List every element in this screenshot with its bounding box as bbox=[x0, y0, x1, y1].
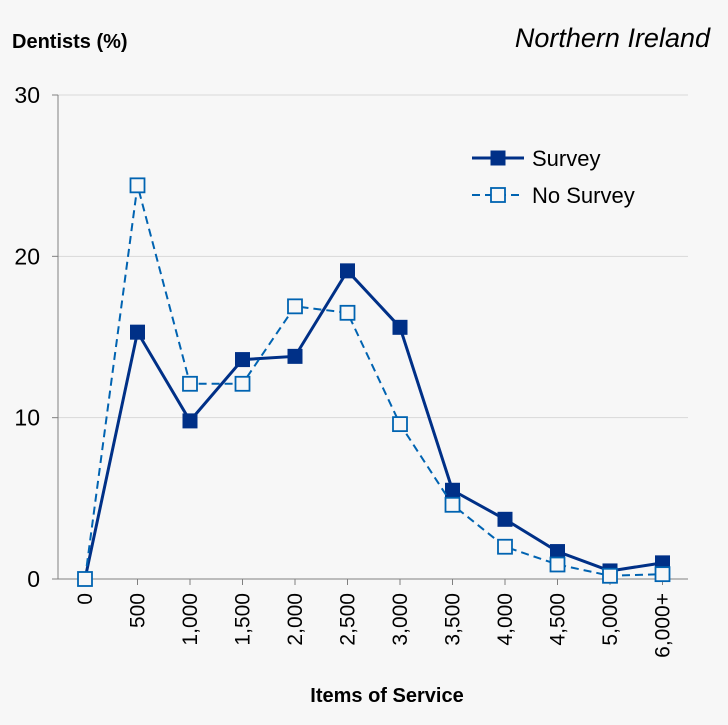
legend-label: No Survey bbox=[532, 183, 635, 208]
x-tick-label: 2,000 bbox=[284, 593, 307, 646]
data-point bbox=[550, 544, 565, 560]
data-point bbox=[497, 511, 513, 527]
y-tick-label: 0 bbox=[27, 566, 40, 592]
series-line bbox=[83, 268, 663, 580]
x-tick-label: 4,500 bbox=[547, 593, 570, 646]
series-no-survey bbox=[77, 177, 671, 587]
series-line bbox=[84, 185, 663, 580]
data-point bbox=[445, 482, 460, 498]
data-point bbox=[77, 571, 93, 587]
data-point bbox=[182, 375, 198, 392]
data-point bbox=[654, 566, 671, 583]
x-tick-label: 1,000 bbox=[179, 593, 202, 646]
data-point bbox=[392, 319, 408, 335]
data-point bbox=[182, 413, 198, 429]
legend-marker bbox=[490, 187, 506, 203]
chart-title: Northern Ireland bbox=[515, 23, 711, 53]
data-point bbox=[235, 352, 250, 368]
x-tick-label: 4,000 bbox=[494, 593, 517, 646]
data-point bbox=[602, 567, 618, 584]
legend: Survey No Survey bbox=[472, 146, 635, 208]
series-layer bbox=[77, 177, 671, 587]
data-point bbox=[339, 304, 356, 321]
data-point bbox=[129, 177, 146, 194]
x-tick-label: 3,000 bbox=[389, 593, 412, 646]
legend-label: Survey bbox=[532, 146, 600, 171]
x-tick-label: 2,500 bbox=[337, 593, 360, 646]
data-point bbox=[549, 556, 566, 573]
y-axis-label: Dentists (%) bbox=[12, 31, 128, 53]
y-tick-label: 30 bbox=[14, 82, 40, 108]
data-point bbox=[497, 538, 513, 555]
series-survey bbox=[77, 263, 670, 587]
axes: 0 10 20 30 0 500 1,000 1,500 2,000 2,500 3,000 3,50… bbox=[14, 82, 688, 658]
x-tick-label: 500 bbox=[127, 593, 150, 628]
gridlines bbox=[58, 94, 688, 419]
x-tick-label: 1,500 bbox=[232, 593, 255, 646]
x-tick-label: 6,000+ bbox=[652, 593, 675, 658]
x-tick-label: 5,000 bbox=[599, 593, 622, 646]
x-tick-label: 0 bbox=[74, 593, 97, 605]
data-point bbox=[392, 416, 408, 433]
y-tick-label: 20 bbox=[14, 243, 40, 269]
x-axis-label: Items of Service bbox=[310, 685, 463, 707]
legend-marker bbox=[490, 150, 506, 166]
data-point bbox=[287, 348, 303, 364]
data-point bbox=[340, 263, 355, 279]
data-point bbox=[130, 324, 145, 340]
data-point bbox=[234, 375, 251, 392]
data-point bbox=[444, 496, 461, 513]
data-point bbox=[287, 298, 303, 315]
y-tick-label: 10 bbox=[14, 405, 40, 431]
x-tick-label: 3,500 bbox=[442, 593, 465, 646]
